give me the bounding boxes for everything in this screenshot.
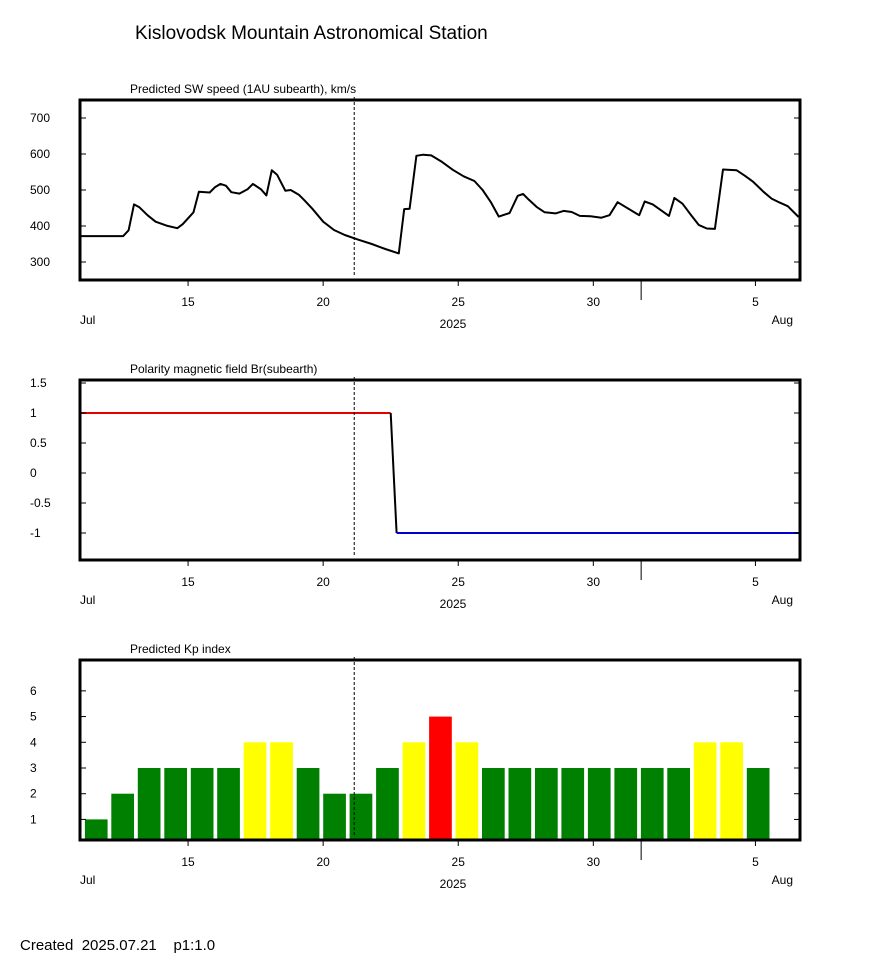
kp-bar-18: [535, 768, 558, 840]
kp-start-month-label: Jul: [80, 873, 95, 887]
polarity-panel: Polarity magnetic field Br(subearth) -1 -0…: [30, 362, 802, 611]
kp-xtick-label: 5: [752, 855, 759, 869]
br-plot-frame: [78, 378, 802, 562]
kp-ytick-label: 3: [30, 761, 37, 775]
kp-bar-17: [508, 768, 532, 840]
kp-bar-8: [270, 742, 293, 840]
br-ytick-label: 0: [30, 466, 37, 480]
kp-bar-26: [746, 768, 770, 840]
kp-plot-frame: [78, 658, 802, 842]
sw-xtick-label: 25: [452, 295, 466, 309]
kp-ytick-label: 5: [30, 710, 37, 724]
kp-bar-7: [243, 742, 267, 840]
kp-data-group: [84, 716, 770, 840]
kp-bar-19: [561, 768, 585, 840]
kp-ytick-label: 4: [30, 735, 37, 749]
kp-bar-25: [720, 742, 743, 840]
kp-bar-24: [693, 742, 717, 840]
kp-bar-22: [640, 768, 664, 840]
sw-end-month-label: Aug: [772, 313, 793, 327]
kp-bar-16: [482, 768, 505, 840]
kp-bar-5: [190, 768, 214, 840]
kp-bar-20: [587, 768, 611, 840]
kp-bar-15: [455, 742, 479, 840]
kp-xtick-label: 25: [452, 855, 466, 869]
sw-ytick-label: 500: [30, 183, 50, 197]
kp-bar-1: [84, 819, 108, 840]
sw-xtick-label: 30: [587, 295, 601, 309]
br-ytick-label: 0.5: [30, 436, 47, 450]
kp-bar-6: [217, 768, 240, 840]
kp-bar-11: [349, 793, 373, 840]
sw-year-label: 2025: [440, 317, 467, 331]
br-xtick-label: 15: [181, 575, 195, 589]
br-ytick-label: 1: [30, 406, 37, 420]
br-xtick-label: 25: [452, 575, 466, 589]
footer-created-text: Created 2025.07.21 p1:1.0: [20, 937, 215, 954]
br-data-group: [80, 412, 800, 534]
kp-bar-4: [164, 768, 187, 840]
kp-bar-14: [429, 716, 452, 840]
kp-bar-23: [667, 768, 690, 840]
sw-ytick-label: 600: [30, 147, 50, 161]
br-series-line-2: [389, 412, 398, 534]
sw-xtick-label: 20: [316, 295, 330, 309]
sw-series-line-1: [80, 153, 800, 255]
br-year-label: 2025: [440, 597, 467, 611]
kp-bar-10: [323, 793, 346, 840]
kp-ytick-label: 1: [30, 812, 37, 826]
br-end-month-label: Aug: [772, 593, 793, 607]
kp-bar-3: [137, 768, 161, 840]
sw-ytick-label: 400: [30, 219, 50, 233]
kp-bar-13: [402, 742, 426, 840]
kp-bar-9: [296, 768, 320, 840]
kp-end-month-label: Aug: [772, 873, 793, 887]
sw-panel-title: Predicted SW speed (1AU subearth), km/s: [130, 82, 356, 96]
sw-xtick-label: 5: [752, 295, 759, 309]
br-ytick-label: -0.5: [30, 496, 51, 510]
sw-data-group: [80, 153, 800, 255]
sw-ytick-label: 300: [30, 255, 50, 269]
br-xtick-label: 5: [752, 575, 759, 589]
sw-xtick-label: 15: [181, 295, 195, 309]
kp-bar-12: [376, 768, 399, 840]
kp-panel-title: Predicted Kp index: [130, 642, 231, 656]
br-ytick-label: 1.5: [30, 376, 47, 390]
br-panel-title: Polarity magnetic field Br(subearth): [130, 362, 317, 376]
page-title: Kislovodsk Mountain Astronomical Station: [135, 23, 488, 44]
br-start-month-label: Jul: [80, 593, 95, 607]
kp-bar-21: [614, 768, 638, 840]
kp-xtick-label: 15: [181, 855, 195, 869]
kp-year-label: 2025: [440, 877, 467, 891]
br-ytick-label: -1: [30, 526, 41, 540]
sw-plot-frame: [78, 98, 802, 282]
br-xtick-label: 20: [316, 575, 330, 589]
sw-start-month-label: Jul: [80, 313, 95, 327]
sw-speed-panel: Predicted SW speed (1AU subearth), km/s 3…: [30, 82, 802, 331]
kp-bar-2: [111, 793, 134, 840]
kp-ytick-label: 6: [30, 684, 37, 698]
kp-xtick-label: 30: [587, 855, 601, 869]
kp-ytick-label: 2: [30, 787, 37, 801]
br-xtick-label: 30: [587, 575, 601, 589]
kp-xtick-label: 20: [316, 855, 330, 869]
sw-ytick-label: 700: [30, 111, 50, 125]
